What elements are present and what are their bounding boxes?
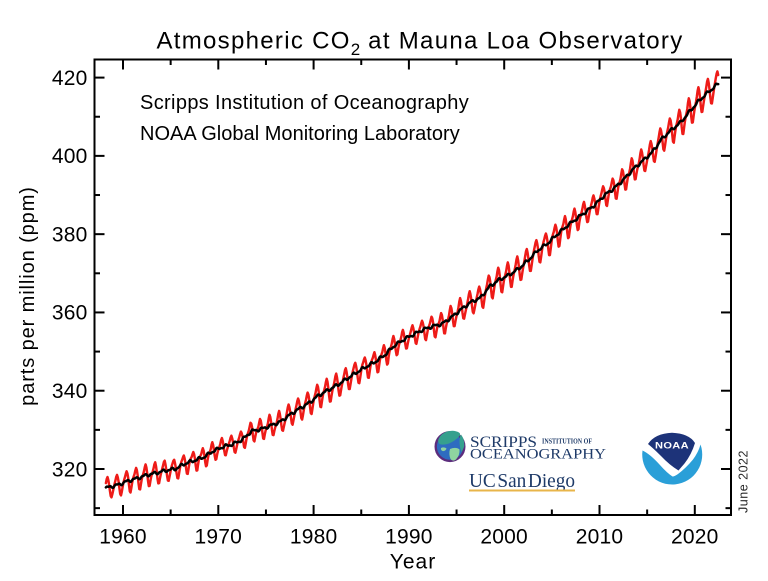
svg-text:1960: 1960 bbox=[99, 526, 147, 549]
svg-text:NOAA Global Monitoring Laborat: NOAA Global Monitoring Laboratory bbox=[140, 123, 460, 145]
svg-text:SCRIPPS: SCRIPPS bbox=[470, 434, 537, 451]
svg-text:340: 340 bbox=[52, 380, 88, 403]
svg-text:parts per million (ppm): parts per million (ppm) bbox=[17, 186, 39, 406]
svg-text:June 2022: June 2022 bbox=[737, 450, 751, 513]
svg-text:320: 320 bbox=[52, 458, 88, 481]
svg-text:1970: 1970 bbox=[195, 526, 243, 549]
svg-text:Atmospheric CO2 at Mauna Loa O: Atmospheric CO2 at Mauna Loa Observatory bbox=[156, 28, 683, 60]
svg-text:2020: 2020 bbox=[671, 526, 719, 549]
svg-text:OCEANOGRAPHY: OCEANOGRAPHY bbox=[470, 446, 606, 462]
svg-text:1980: 1980 bbox=[290, 526, 338, 549]
svg-text:UC San Diego: UC San Diego bbox=[469, 470, 575, 492]
svg-text:Year: Year bbox=[390, 551, 436, 574]
svg-text:NOAA: NOAA bbox=[655, 441, 689, 452]
svg-text:380: 380 bbox=[52, 224, 88, 247]
svg-text:INSTITUTION OF: INSTITUTION OF bbox=[542, 439, 592, 446]
svg-text:400: 400 bbox=[52, 145, 88, 168]
svg-text:2000: 2000 bbox=[480, 526, 528, 549]
svg-text:Scripps Institution of Oceanog: Scripps Institution of Oceanography bbox=[140, 92, 469, 114]
svg-text:2010: 2010 bbox=[576, 526, 624, 549]
svg-text:360: 360 bbox=[52, 302, 88, 325]
svg-text:420: 420 bbox=[52, 67, 88, 90]
svg-text:1990: 1990 bbox=[385, 526, 433, 549]
